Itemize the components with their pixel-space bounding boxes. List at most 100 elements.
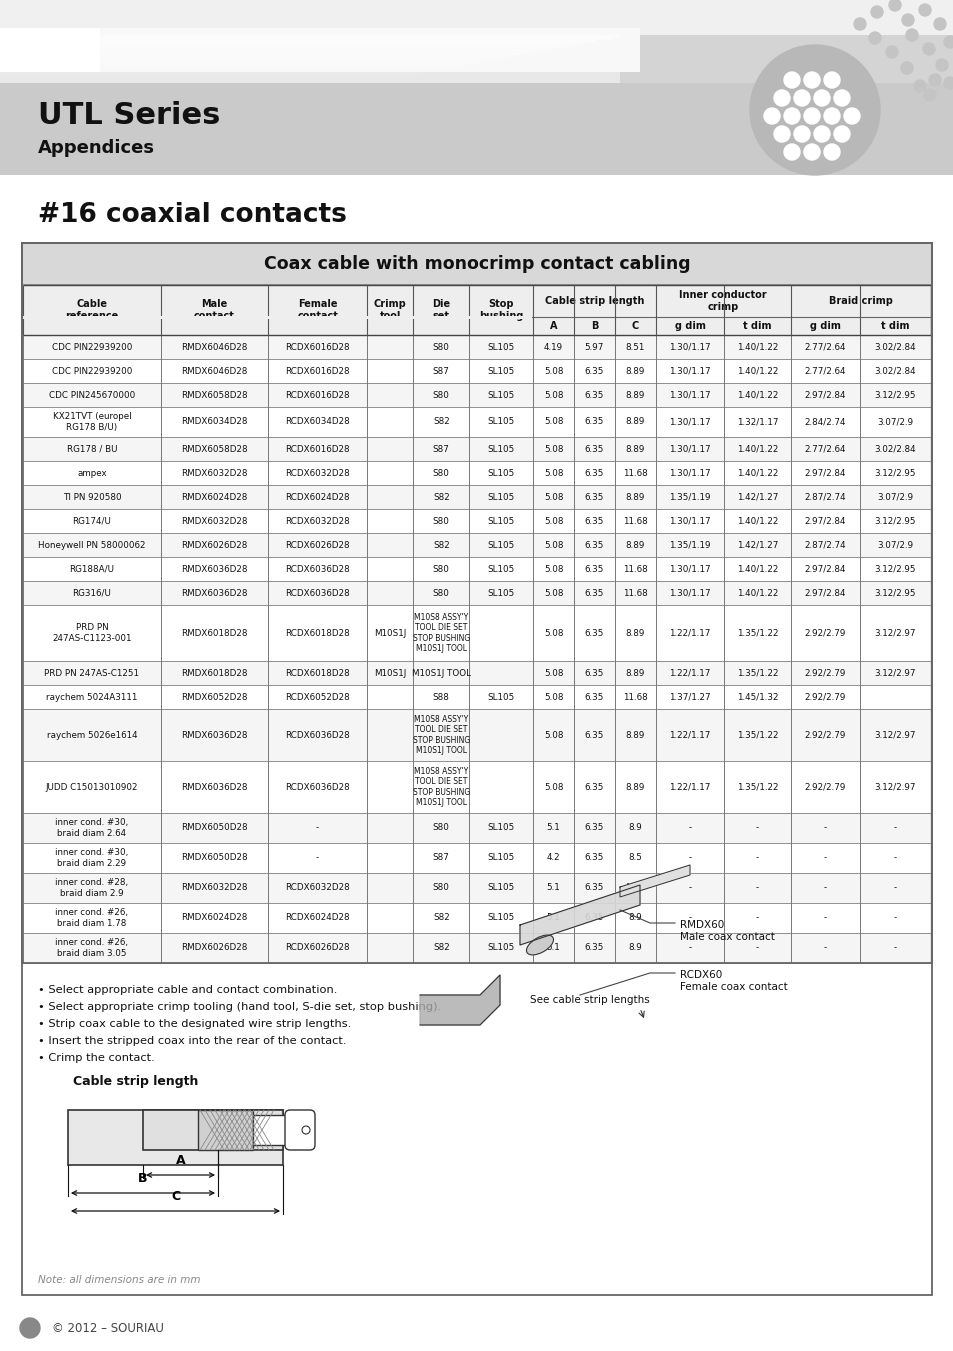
Text: 1.35/1.22: 1.35/1.22	[736, 669, 778, 677]
Circle shape	[900, 62, 912, 74]
Text: -: -	[688, 884, 691, 893]
Text: 2.87/2.74: 2.87/2.74	[803, 540, 845, 550]
Text: 5.08: 5.08	[543, 628, 562, 638]
Circle shape	[20, 1319, 40, 1337]
Text: 3.02/2.84: 3.02/2.84	[874, 444, 915, 454]
Bar	[0, 63, 468, 65]
Text: • Select appropriate cable and contact combination.: • Select appropriate cable and contact c…	[38, 985, 337, 994]
Text: 1.30/1.17: 1.30/1.17	[668, 516, 710, 526]
Text: 11.68: 11.68	[622, 693, 647, 701]
Text: Female
contact: Female contact	[296, 299, 337, 322]
Text: 2.77/2.64: 2.77/2.64	[803, 444, 845, 454]
Text: S80: S80	[433, 390, 449, 400]
Bar	[0, 59, 492, 61]
Text: 1.22/1.17: 1.22/1.17	[669, 628, 710, 638]
Text: 6.35: 6.35	[584, 589, 603, 597]
Text: 5.08: 5.08	[543, 693, 562, 701]
Text: 8.89: 8.89	[625, 540, 644, 550]
Text: Die
set: Die set	[432, 299, 450, 322]
Bar	[0, 50, 539, 51]
Text: 1.40/1.22: 1.40/1.22	[736, 366, 778, 376]
Text: inner cond. #26,
braid diam 1.78: inner cond. #26, braid diam 1.78	[55, 908, 129, 928]
Circle shape	[943, 77, 953, 89]
Text: • Insert the stripped coax into the rear of the contact.: • Insert the stripped coax into the rear…	[38, 1036, 346, 1046]
Bar	[23, 407, 930, 436]
Text: Note: all dimensions are in mm: Note: all dimensions are in mm	[38, 1275, 200, 1285]
Text: SL105: SL105	[487, 493, 515, 501]
Text: Stop
bushing: Stop bushing	[478, 299, 523, 322]
Bar	[0, 0, 953, 176]
Text: UTL Series: UTL Series	[38, 100, 220, 130]
Text: 1.30/1.17: 1.30/1.17	[668, 469, 710, 477]
Text: 1.30/1.17: 1.30/1.17	[668, 366, 710, 376]
Bar	[22, 243, 931, 285]
Bar	[23, 335, 930, 359]
Text: TI PN 920580: TI PN 920580	[63, 493, 121, 501]
Bar	[23, 581, 930, 605]
Text: S80: S80	[433, 884, 449, 893]
Bar	[0, 38, 603, 41]
Bar	[0, 45, 572, 46]
Text: Cable strip length: Cable strip length	[544, 296, 643, 305]
Text: 11.68: 11.68	[622, 516, 647, 526]
Text: 8.89: 8.89	[625, 366, 644, 376]
Text: -: -	[893, 943, 896, 952]
Text: -: -	[822, 854, 826, 862]
Text: RCDX6036D28: RCDX6036D28	[285, 589, 350, 597]
Bar	[0, 69, 436, 72]
Circle shape	[913, 80, 925, 92]
Text: RMDX6050D28: RMDX6050D28	[181, 824, 248, 832]
Text: 8.89: 8.89	[625, 669, 644, 677]
Bar	[0, 76, 403, 77]
Text: M10S1J TOOL: M10S1J TOOL	[412, 669, 470, 677]
Text: 2.92/2.79: 2.92/2.79	[803, 628, 845, 638]
Text: 6.35: 6.35	[584, 884, 603, 893]
Text: CDC PIN22939200: CDC PIN22939200	[51, 343, 132, 351]
Text: -: -	[688, 943, 691, 952]
Text: C: C	[171, 1190, 180, 1202]
Circle shape	[833, 126, 849, 142]
Circle shape	[783, 72, 800, 88]
Circle shape	[923, 89, 935, 101]
Circle shape	[773, 126, 789, 142]
Text: Appendices: Appendices	[38, 139, 154, 157]
Text: 1.35/1.19: 1.35/1.19	[668, 540, 710, 550]
Bar	[0, 68, 443, 70]
Text: 11.68: 11.68	[622, 565, 647, 574]
Text: RCDX6018D28: RCDX6018D28	[285, 669, 350, 677]
Text: JUDD C15013010902: JUDD C15013010902	[46, 782, 138, 792]
Bar	[23, 557, 930, 581]
Bar	[23, 709, 930, 761]
Text: 2.92/2.79: 2.92/2.79	[803, 669, 845, 677]
Text: 3.07/2.9: 3.07/2.9	[877, 493, 912, 501]
Text: CDC PIN22939200: CDC PIN22939200	[51, 366, 132, 376]
Text: Inner conductor
crimp: Inner conductor crimp	[679, 290, 766, 312]
Text: 1.35/1.22: 1.35/1.22	[736, 628, 778, 638]
Text: RCDX6032D28: RCDX6032D28	[285, 469, 350, 477]
Text: 3.02/2.84: 3.02/2.84	[874, 343, 915, 351]
Text: 6.35: 6.35	[584, 390, 603, 400]
Text: RMDX6024D28: RMDX6024D28	[181, 493, 247, 501]
Text: Cable
reference: Cable reference	[65, 299, 118, 322]
Text: 6.35: 6.35	[584, 913, 603, 923]
Circle shape	[813, 91, 829, 105]
Text: 6.35: 6.35	[584, 782, 603, 792]
Bar	[0, 55, 507, 58]
Bar	[0, 53, 523, 55]
Text: S80: S80	[433, 589, 449, 597]
Circle shape	[763, 108, 780, 124]
Text: 1.30/1.17: 1.30/1.17	[668, 390, 710, 400]
Text: 5.08: 5.08	[543, 366, 562, 376]
Circle shape	[870, 5, 882, 18]
Text: SL105: SL105	[487, 417, 515, 427]
Text: RMDX6024D28: RMDX6024D28	[181, 913, 247, 923]
Text: 8.89: 8.89	[625, 417, 644, 427]
Text: inner cond. #30,
braid diam 2.29: inner cond. #30, braid diam 2.29	[55, 848, 129, 867]
Text: -: -	[755, 913, 759, 923]
Text: See cable strip lengths: See cable strip lengths	[530, 994, 649, 1005]
Text: SL105: SL105	[487, 469, 515, 477]
Text: g dim: g dim	[809, 322, 840, 331]
Text: S80: S80	[433, 824, 449, 832]
Text: 1.40/1.22: 1.40/1.22	[736, 444, 778, 454]
Text: B: B	[590, 322, 598, 331]
